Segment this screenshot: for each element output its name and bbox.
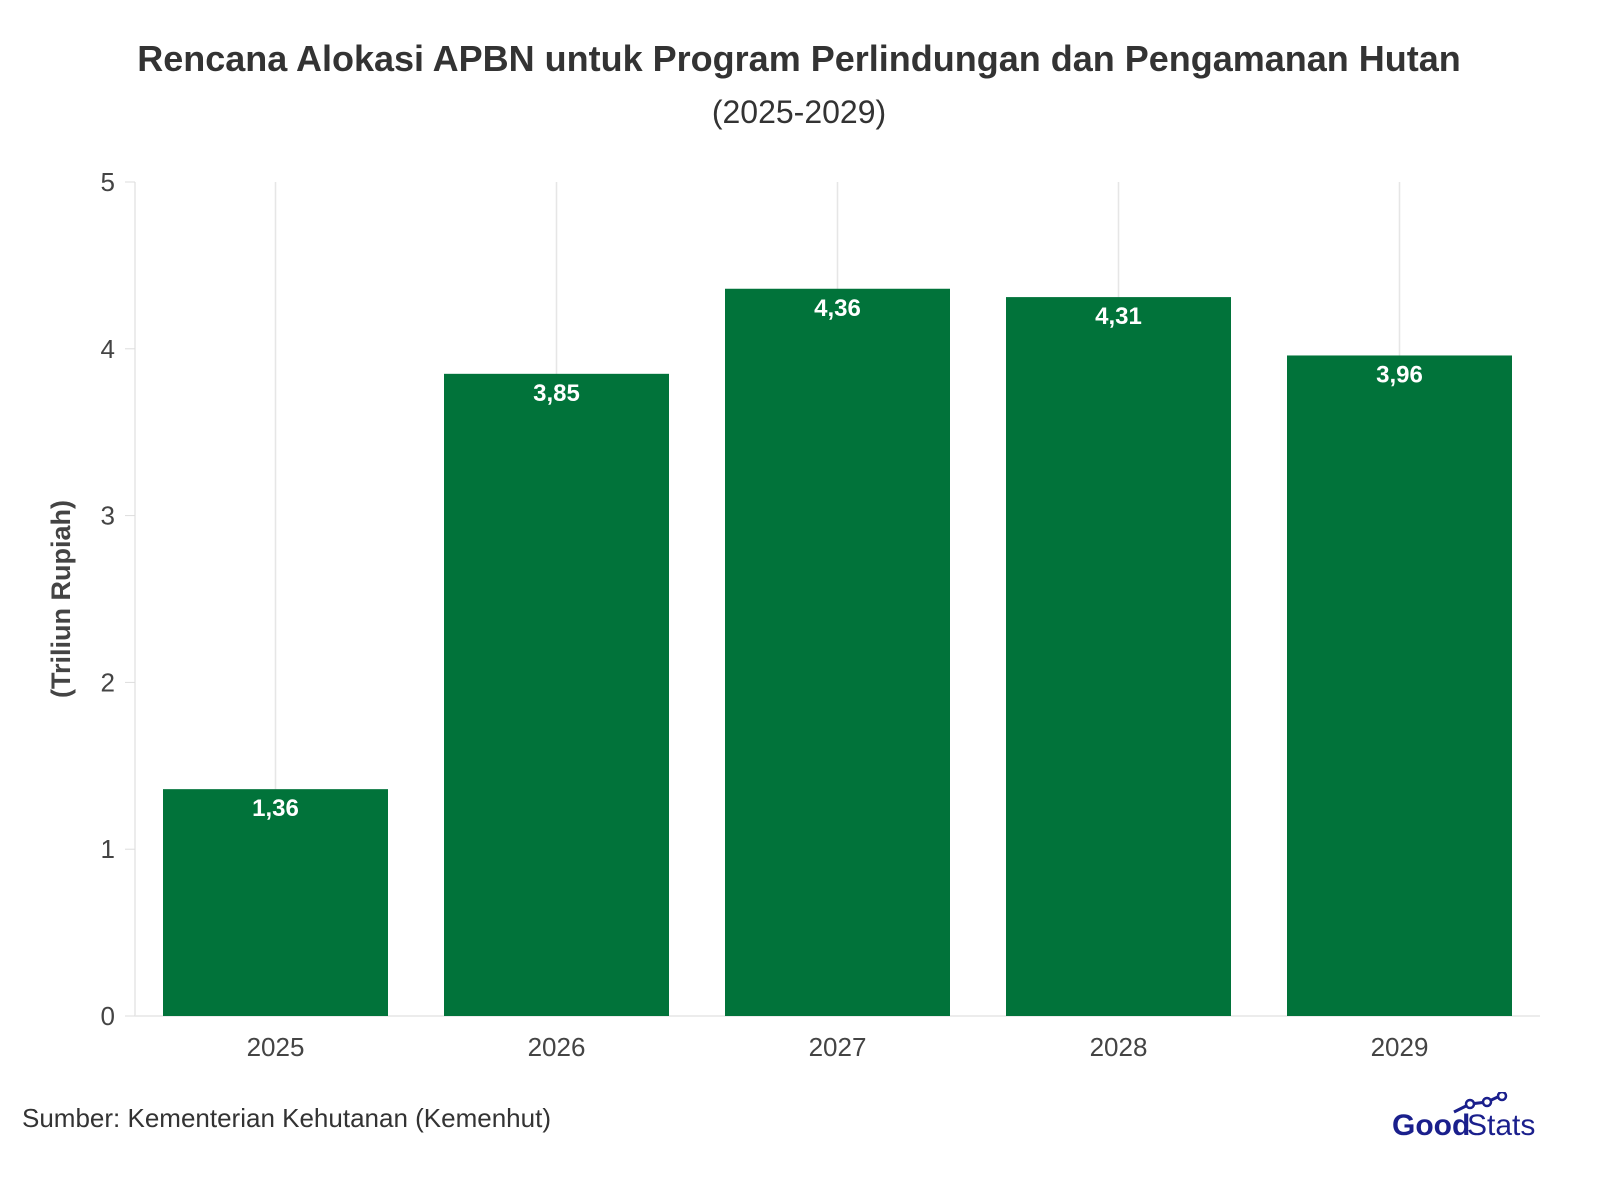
y-tick-label: 4: [101, 334, 115, 364]
data-label: 4,36: [814, 295, 861, 322]
chart-subtitle: (2025-2029): [711, 94, 887, 130]
y-tick-label: 1: [101, 834, 115, 864]
bar-2025: [163, 789, 388, 1016]
chart-title: Rencana Alokasi APBN untuk Program Perli…: [137, 38, 1461, 79]
bar-2027: [725, 288, 950, 1016]
bar-2028: [1006, 297, 1231, 1016]
svg-text:Good: Good: [1392, 1109, 1470, 1142]
y-axis-label: (Triliun Rupiah): [46, 500, 76, 698]
bar-2029: [1287, 355, 1512, 1016]
data-label: 4,31: [1095, 303, 1142, 330]
bar-2026: [444, 373, 669, 1016]
data-label: 3,96: [1376, 361, 1423, 388]
goodstats-logo: Good Stats: [1392, 1092, 1535, 1142]
y-tick-label: 3: [101, 501, 115, 531]
x-tick-label: 2028: [1090, 1032, 1148, 1062]
data-label: 1,36: [252, 795, 299, 822]
x-tick-label: 2027: [809, 1032, 867, 1062]
svg-text:Stats: Stats: [1467, 1109, 1535, 1142]
x-tick-label: 2026: [528, 1032, 586, 1062]
source-note: Sumber: Kementerian Kehutanan (Kemenhut): [22, 1103, 551, 1133]
y-tick-label: 2: [101, 667, 115, 697]
data-label: 3,85: [533, 380, 580, 407]
y-tick-label: 0: [101, 1001, 115, 1031]
x-tick-label: 2029: [1371, 1032, 1429, 1062]
y-tick-label: 5: [101, 167, 115, 197]
x-tick-label: 2025: [247, 1032, 305, 1062]
